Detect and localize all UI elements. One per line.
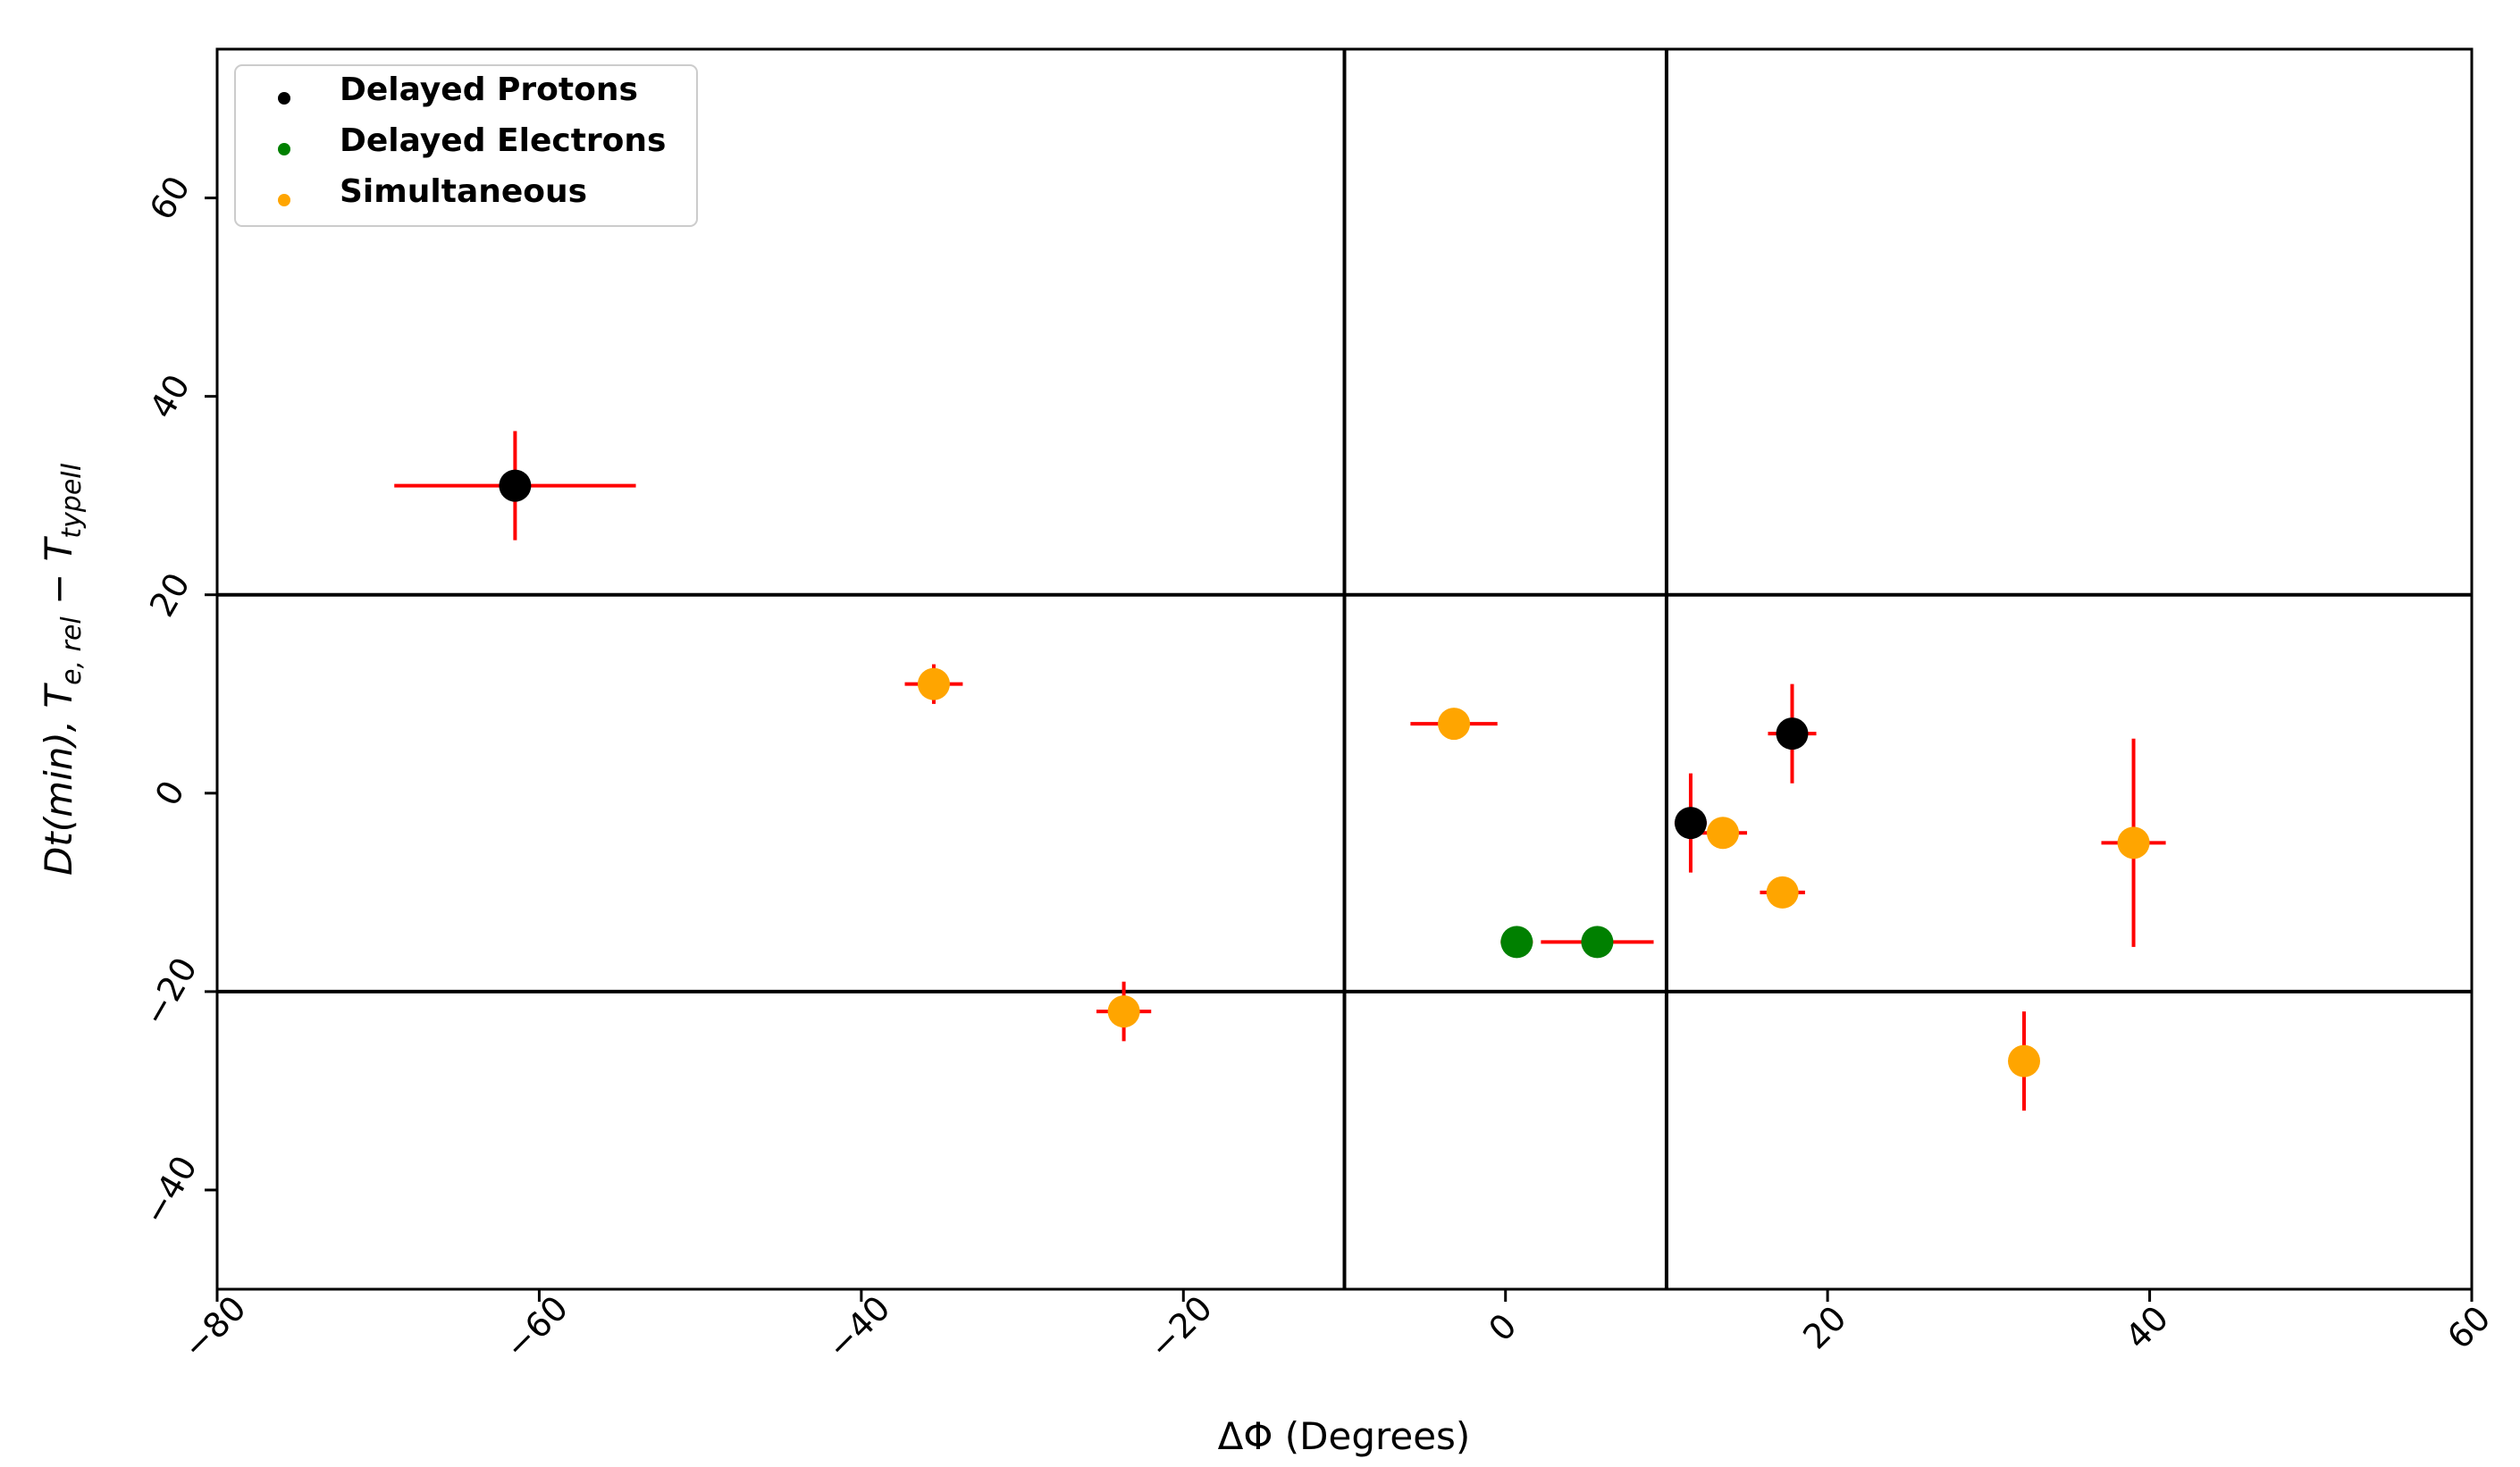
y-axis-title-mid: − T: [37, 535, 80, 616]
x-axis-title: ΔΦ (Degrees): [1218, 1414, 1471, 1458]
legend-label-delayed-electrons: Delayed Electrons: [340, 122, 666, 159]
simultaneous-point: [1707, 817, 1740, 850]
y-axis-title-sub1: e, rel: [56, 616, 88, 685]
delayed-electrons-point: [1581, 926, 1614, 959]
simultaneous-point: [2008, 1044, 2041, 1077]
delayed-electrons-point: [1500, 926, 1533, 959]
simultaneous-point: [1438, 708, 1471, 741]
legend-marker-delayed-protons: [278, 92, 290, 105]
legend-marker-delayed-electrons: [278, 143, 290, 155]
simultaneous-point: [2117, 826, 2150, 859]
data-points: [499, 469, 2150, 1077]
delayed-protons-point: [499, 469, 532, 502]
y-axis-title: Dt(min), Te, rel − TtypeII: [37, 463, 88, 876]
plot-frame: [215, 47, 2474, 1291]
legend-marker-simultaneous: [278, 194, 290, 206]
delayed-protons-point: [1776, 717, 1809, 750]
legend-box: [234, 64, 698, 227]
y-axis-title-prefix: Dt(min), T: [37, 683, 80, 876]
legend-label-simultaneous: Simultaneous: [340, 173, 587, 210]
simultaneous-point: [917, 667, 950, 700]
legend-label-delayed-protons: Delayed Protons: [340, 71, 638, 108]
simultaneous-point: [1107, 995, 1140, 1028]
reference-lines: [217, 49, 2472, 1289]
legend: Delayed Protons Delayed Electrons Simultan…: [234, 64, 698, 227]
y-axis-title-sub2: typeII: [56, 463, 88, 539]
simultaneous-point: [1766, 876, 1799, 909]
delayed-protons-point: [1674, 807, 1707, 840]
